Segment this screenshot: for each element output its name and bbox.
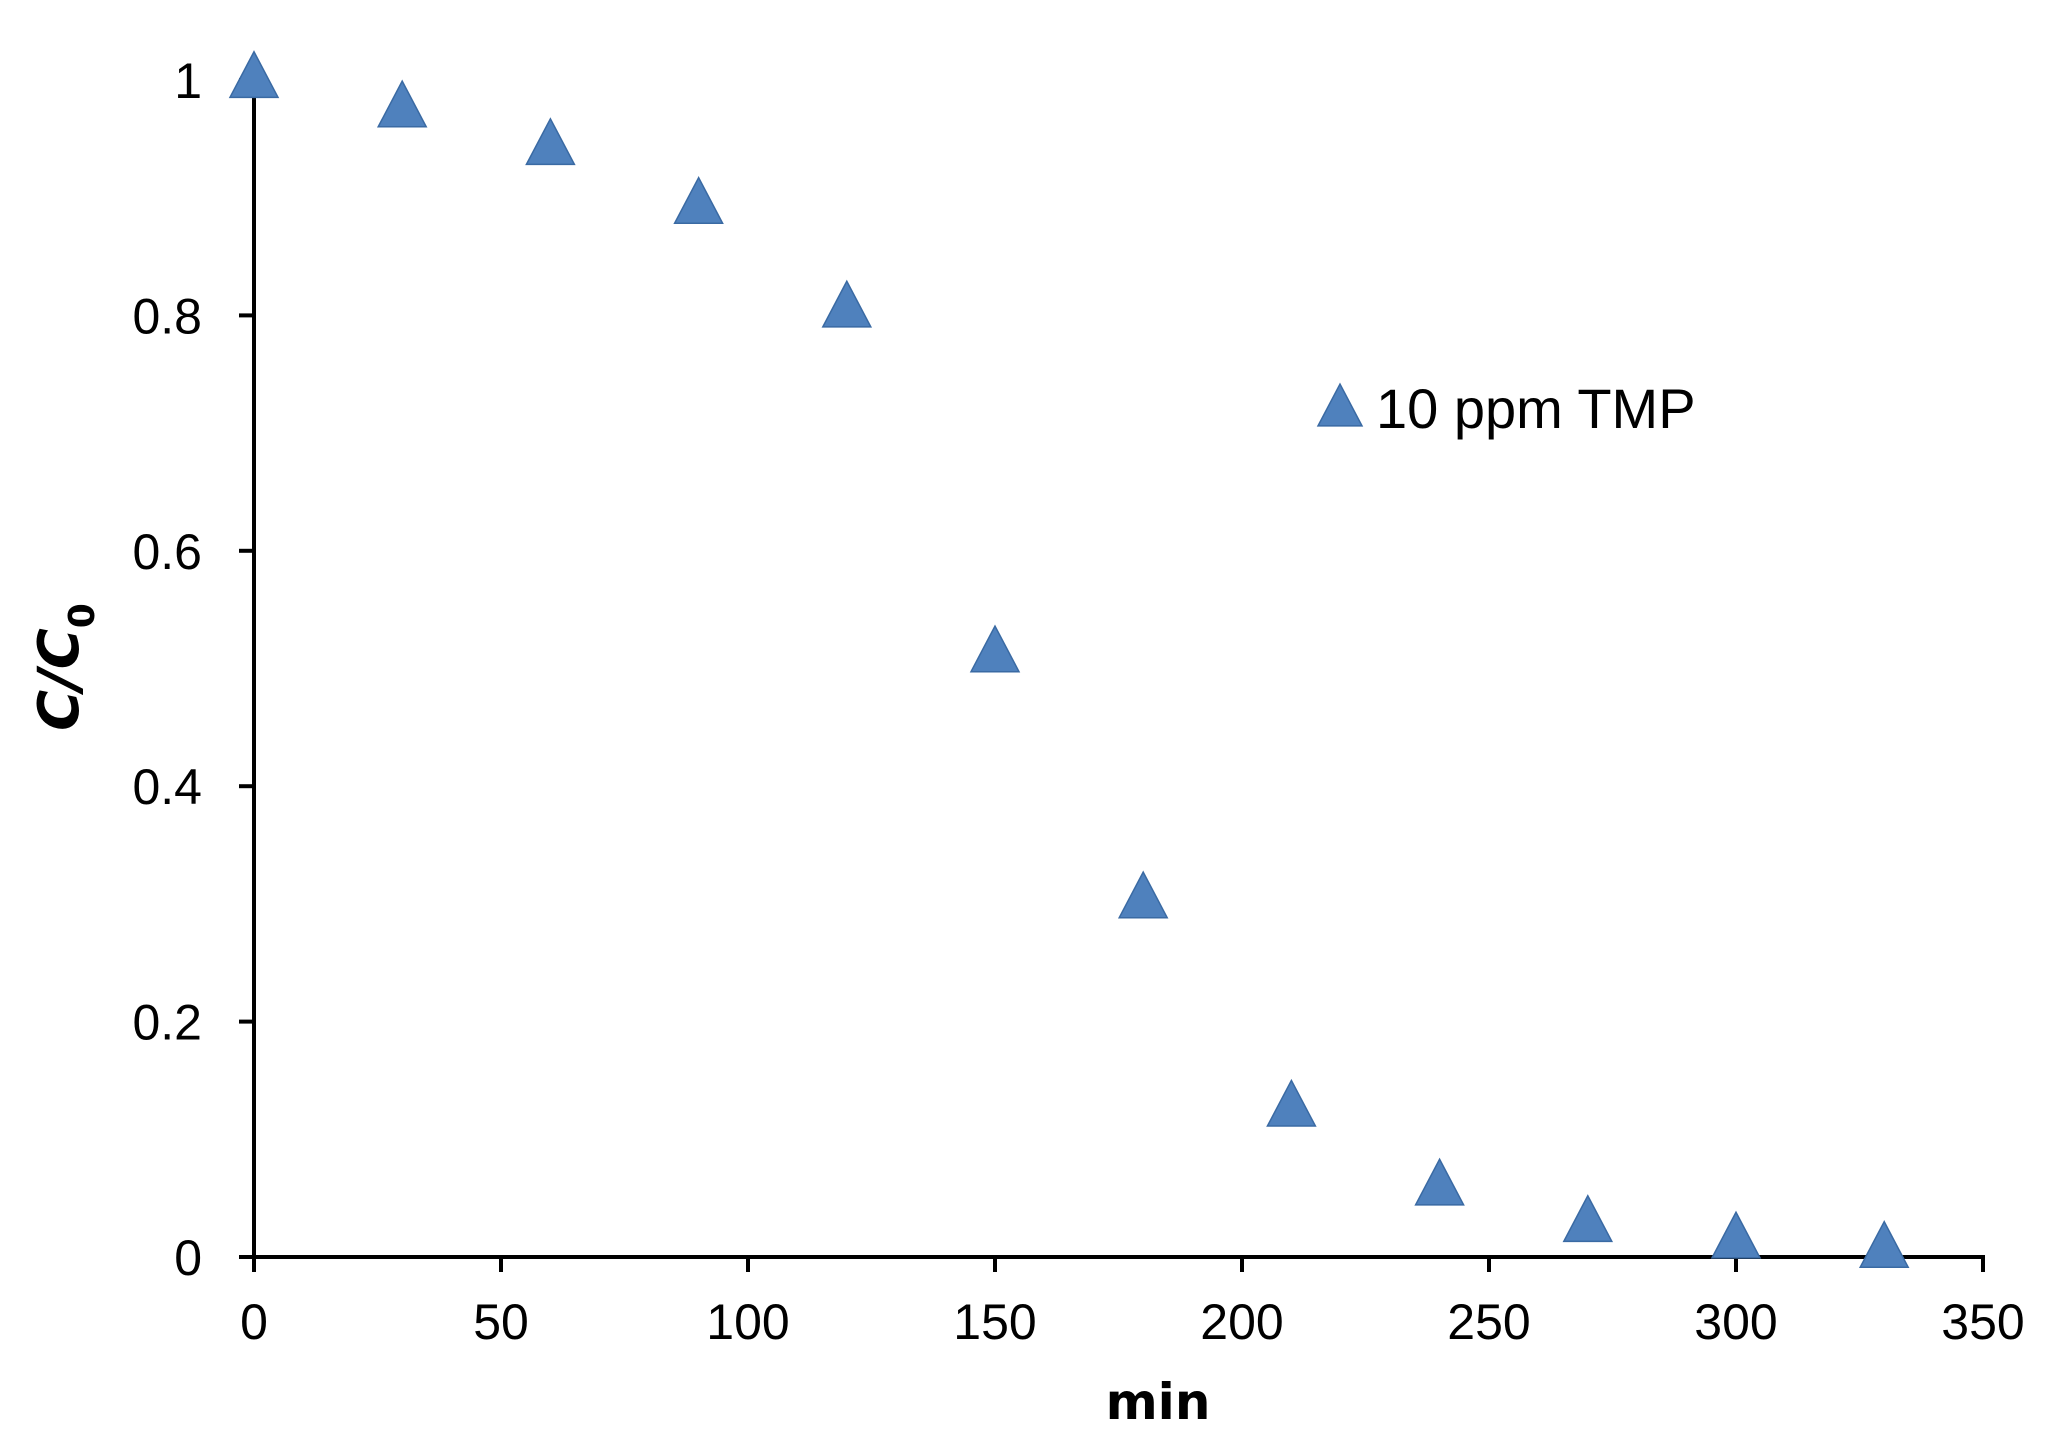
y-tick-label: 0.8 [132,288,202,344]
data-point [1117,870,1169,919]
data-point [1266,1078,1317,1127]
legend: 10 ppm TMP [1316,377,1696,440]
y-tick-label: 0.2 [132,995,202,1051]
x-tick-label: 50 [473,1294,529,1350]
x-tick-label: 250 [1447,1294,1530,1350]
data-point [376,79,428,128]
x-tick-label: 200 [1200,1294,1283,1350]
y-tick-label: 0 [174,1230,202,1286]
y-tick-label: 1 [174,53,202,109]
data-point [228,50,280,99]
data-point [1414,1157,1465,1206]
y-tick-label: 0.6 [132,524,202,580]
x-tick-label: 150 [953,1294,1036,1350]
x-tick-labels: 0 50 100 150 200 250 300 350 [240,1294,2025,1350]
y-axis-title: C/C0 [27,603,103,731]
data-point [1858,1220,1910,1269]
legend-marker-triangle [1316,382,1364,427]
data-points [228,50,1910,1269]
data-point [1710,1210,1762,1259]
x-axis-title: min [1106,1373,1211,1431]
data-point [525,117,576,166]
data-point [1562,1194,1614,1243]
data-point [821,279,873,328]
data-point [969,624,1021,673]
x-tick-label: 0 [240,1294,268,1350]
y-axis-title-subscript: 0 [62,603,103,628]
x-axis-ticks [252,1257,1985,1272]
x-tick-label: 350 [1941,1294,2024,1350]
x-tick-label: 300 [1694,1294,1777,1350]
y-tick-labels: 0 0.2 0.4 0.6 0.8 1 [132,53,202,1286]
legend-label: 10 ppm TMP [1376,377,1696,440]
data-point [673,176,724,225]
x-tick-label: 100 [706,1294,789,1350]
y-tick-label: 0.4 [132,759,202,815]
y-axis-title-main: C/C [27,628,92,731]
